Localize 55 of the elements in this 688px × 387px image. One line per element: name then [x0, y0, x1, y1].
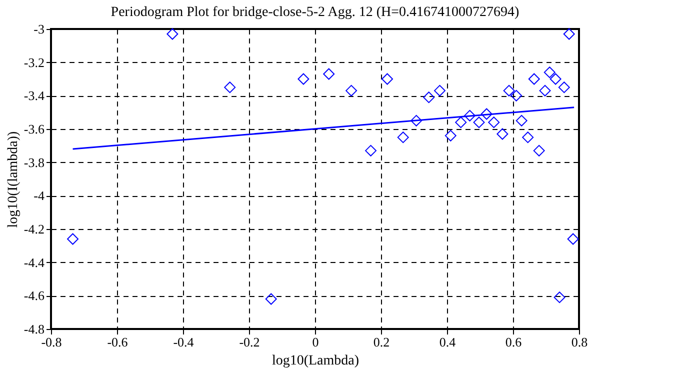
y-tick-label: -4.4 — [24, 254, 45, 270]
y-tick-label: -4.2 — [24, 222, 44, 236]
point — [516, 114, 528, 126]
y-tick-label: -4 — [34, 188, 45, 204]
y-tick-label: -3.6 — [24, 122, 45, 136]
y-tick-label: -3.4 — [24, 88, 45, 104]
chart-title: Periodogram Plot for bridge-close-5-2 Agg. 12 (H=0.416741000727694) — [110, 5, 520, 20]
point — [522, 132, 534, 144]
point — [382, 73, 394, 85]
y-tick-label: -3.2 — [24, 54, 44, 70]
point — [455, 116, 467, 128]
point — [503, 84, 515, 96]
point — [434, 84, 446, 96]
x-tick-label: -0.4 — [173, 334, 194, 350]
y-tick-label: -3 — [34, 22, 44, 36]
point — [365, 144, 377, 156]
x-tick-label: -0.6 — [107, 334, 128, 350]
point — [567, 233, 579, 245]
point — [558, 82, 570, 94]
x-tick-label: 0.8 — [571, 334, 588, 350]
point — [423, 92, 435, 104]
point — [510, 90, 522, 102]
point — [554, 292, 566, 304]
point — [265, 293, 277, 305]
point — [539, 84, 551, 96]
x-tick-label: 0 — [312, 334, 319, 350]
point — [550, 73, 562, 85]
point — [496, 128, 508, 140]
point — [444, 130, 456, 142]
x-tick-label: 0.2 — [373, 334, 390, 350]
x-tick-label: -0.8 — [41, 334, 62, 350]
point — [528, 73, 540, 85]
y-tick-label: -3.8 — [24, 154, 44, 170]
y-tick-label: -4.6 — [24, 288, 45, 304]
point — [464, 110, 476, 122]
point — [488, 116, 500, 128]
x-tick-label: -0.2 — [239, 334, 260, 350]
x-tick-label: 0.4 — [439, 334, 456, 350]
point — [563, 28, 575, 40]
x-tick-label: 0.6 — [505, 334, 522, 350]
point — [346, 84, 358, 96]
point — [323, 68, 335, 80]
point — [224, 82, 236, 94]
point — [533, 144, 545, 156]
y-axis-title: log10(I(lambda)) — [6, 130, 21, 228]
point — [298, 73, 310, 85]
x-axis-title: log10(Lambda) — [272, 354, 360, 368]
point — [473, 116, 485, 128]
y-tick-label: -4.8 — [24, 322, 44, 336]
point — [397, 132, 409, 144]
point — [166, 28, 178, 40]
point — [544, 66, 556, 78]
point — [410, 114, 422, 126]
point — [67, 233, 79, 245]
point — [480, 108, 492, 120]
